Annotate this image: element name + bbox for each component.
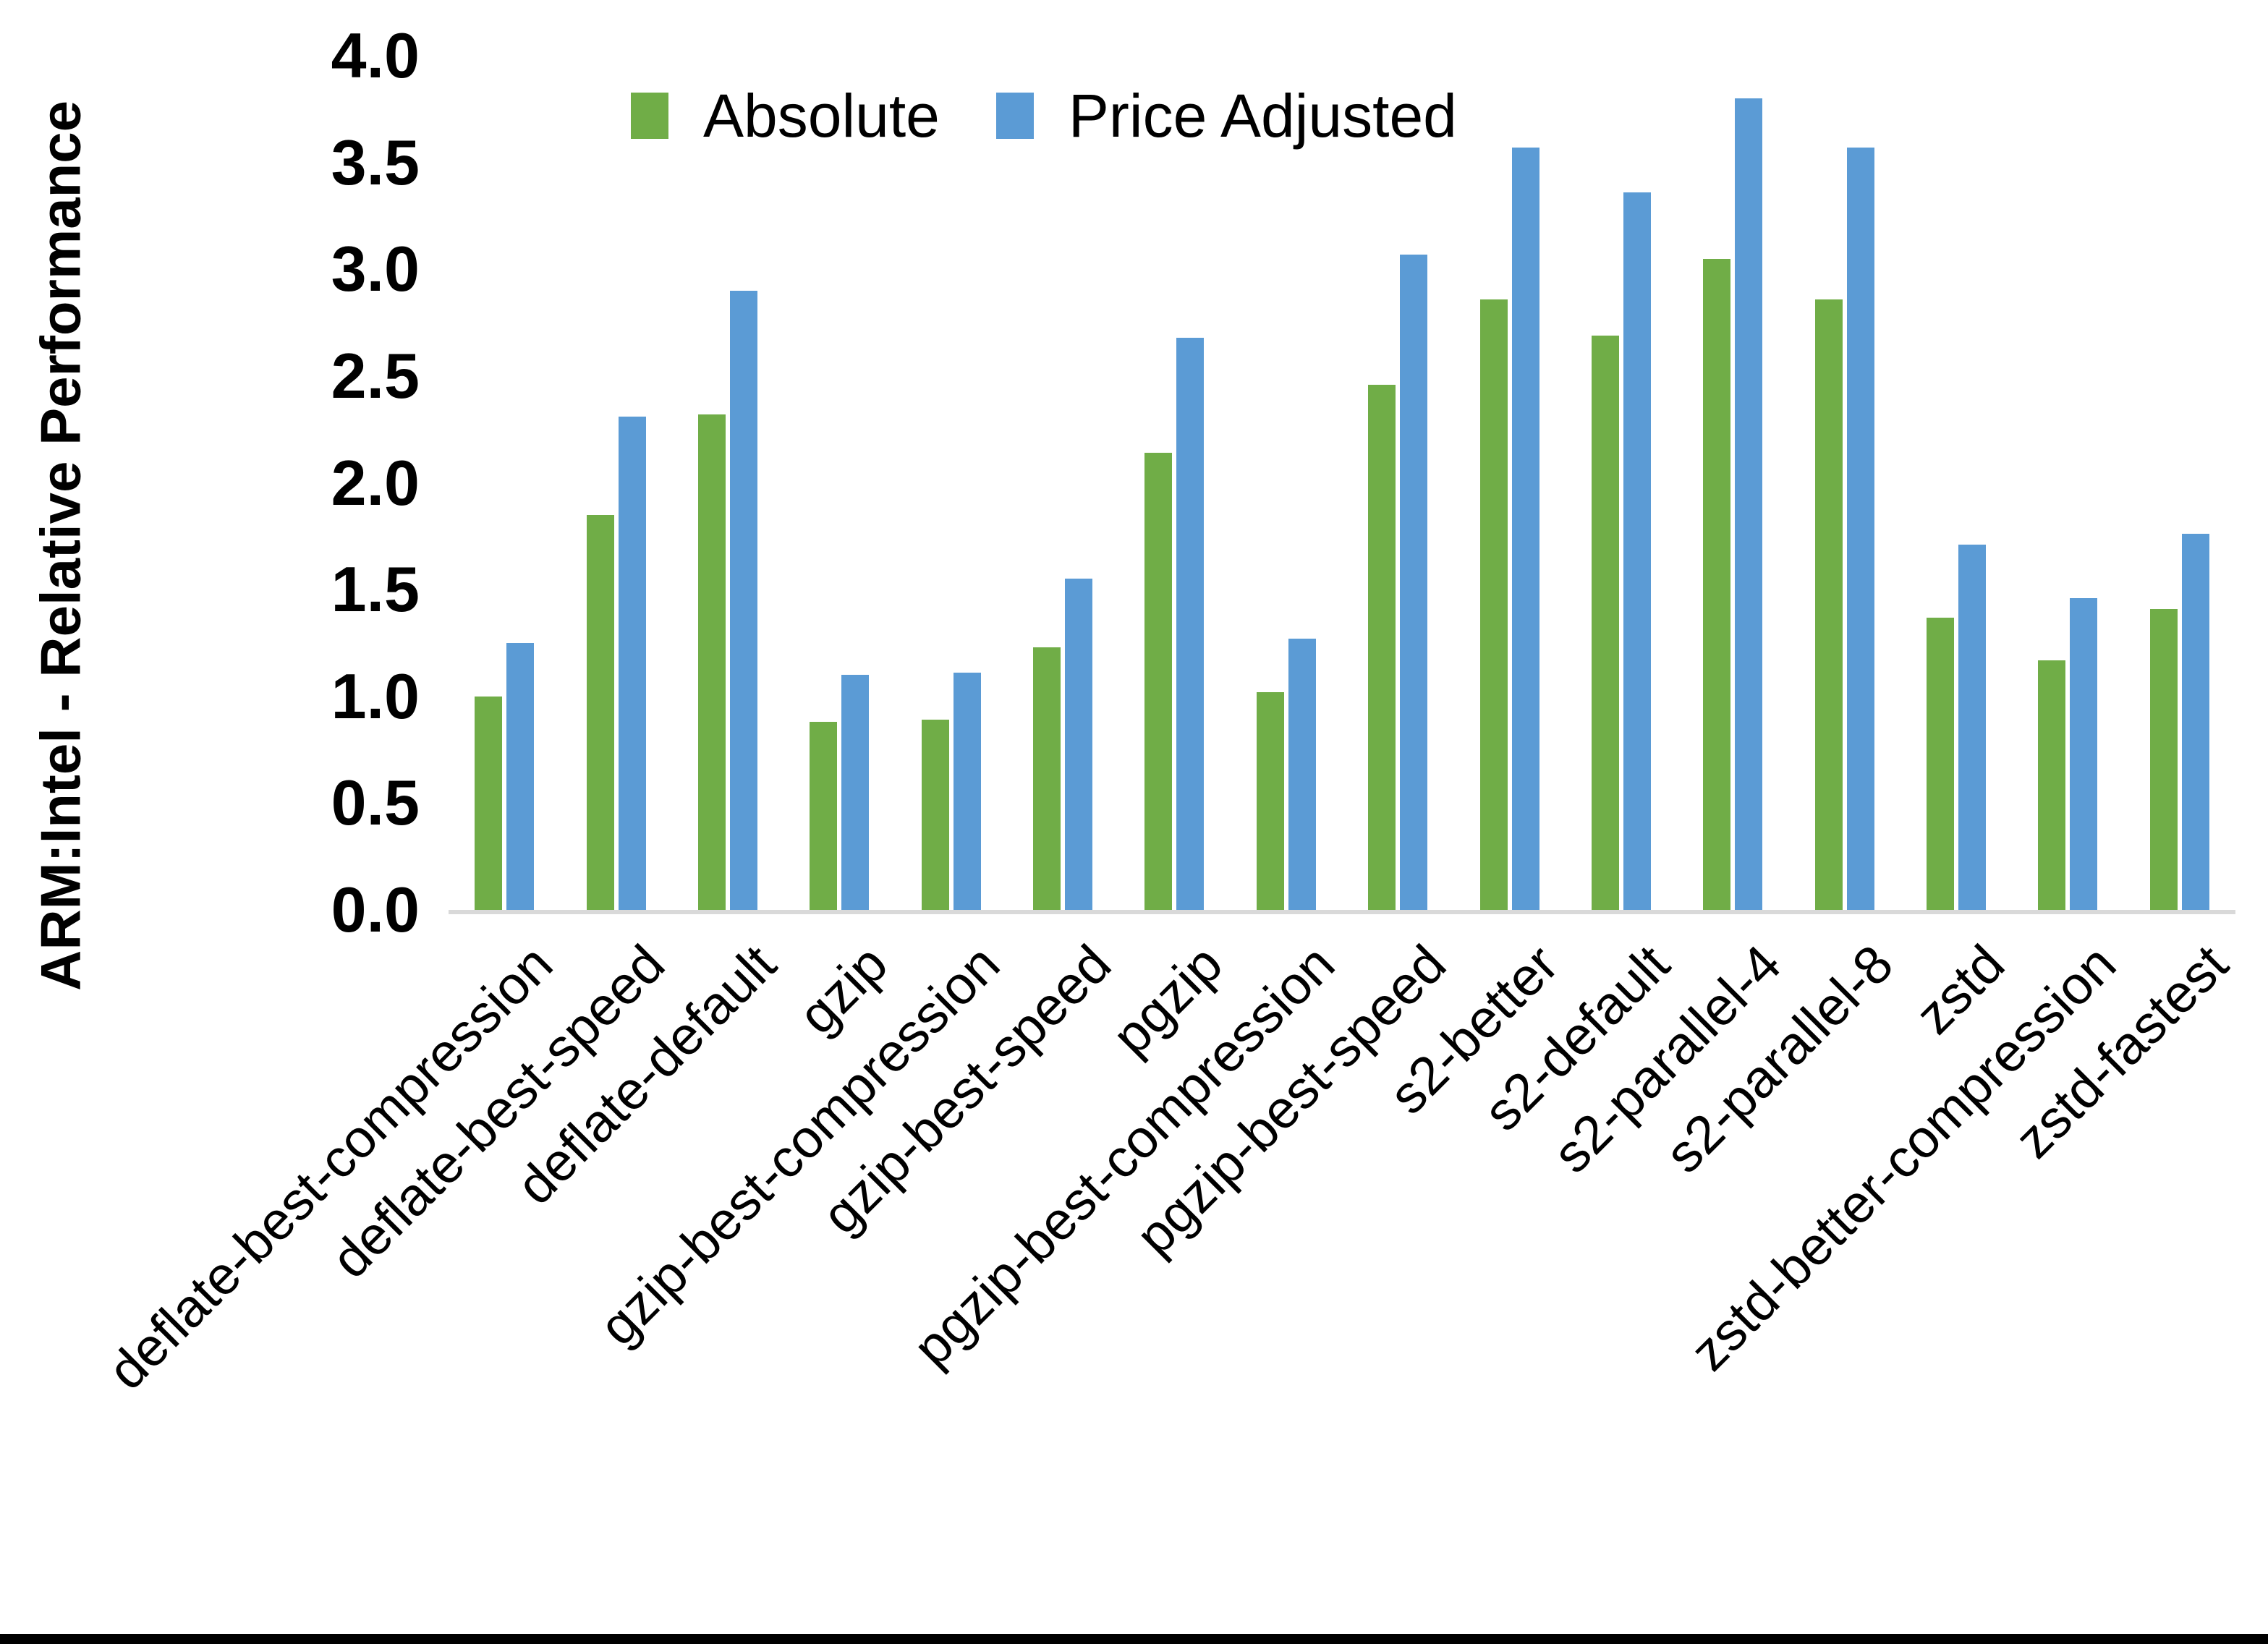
y-tick-label: 0.5: [331, 767, 420, 839]
legend-item-price-adjusted: Price Adjusted: [995, 82, 1457, 150]
bar-absolute: [810, 722, 838, 910]
bar-price-adjusted: [1400, 254, 1428, 910]
plot-bars: [449, 56, 2235, 910]
bar-absolute: [1144, 453, 1173, 910]
legend-label-absolute: Absolute: [703, 82, 940, 150]
legend-label-price-adjusted: Price Adjusted: [1068, 82, 1457, 150]
bar-price-adjusted: [1065, 579, 1093, 910]
y-tick-label: 3.0: [331, 233, 420, 305]
bar-absolute: [697, 414, 726, 910]
bar-price-adjusted: [1735, 98, 1763, 910]
bar-price-adjusted: [953, 673, 981, 910]
legend-swatch-absolute-icon: [631, 93, 668, 139]
bar-absolute: [1814, 299, 1843, 910]
bar-price-adjusted: [1176, 337, 1205, 910]
bottom-frame-line: [0, 1634, 2268, 1644]
category-slot: [1789, 56, 1900, 910]
bar-absolute: [1927, 617, 1955, 910]
category-slot: [1900, 56, 2012, 910]
y-tick-label: 1.0: [331, 660, 420, 732]
bar-price-adjusted: [2181, 534, 2209, 910]
category-slot: [1342, 56, 1453, 910]
bar-absolute: [1368, 384, 1396, 910]
category-slot: [896, 56, 1007, 910]
bar-absolute: [475, 696, 503, 910]
y-tick-label: 4.0: [331, 20, 420, 91]
category-slot: [560, 56, 671, 910]
bar-price-adjusted: [618, 416, 646, 910]
bar-absolute: [921, 720, 949, 910]
category-slot: [1007, 56, 1118, 910]
category-slot: [449, 56, 560, 910]
category-slot: [1453, 56, 1565, 910]
y-axis-title: ARM:Intel - Relative Performance: [28, 101, 93, 992]
y-tick-label: 2.0: [331, 446, 420, 519]
bar-price-adjusted: [1511, 147, 1539, 910]
bar-absolute: [1703, 258, 1731, 910]
category-slot: [1231, 56, 1342, 910]
plot-area: [449, 56, 2235, 914]
category-slot: [2124, 56, 2235, 910]
bar-price-adjusted: [1623, 192, 1651, 910]
bar-price-adjusted: [841, 675, 870, 910]
bar-price-adjusted: [1288, 639, 1316, 910]
category-slot: [1677, 56, 1788, 910]
legend: Absolute Price Adjusted: [631, 85, 1513, 146]
legend-item-absolute: Absolute: [631, 85, 940, 146]
bar-price-adjusted: [1846, 147, 1874, 910]
bar-absolute: [1033, 647, 1061, 910]
bar-price-adjusted: [1958, 545, 1987, 910]
bar-price-adjusted: [506, 642, 535, 910]
category-slot: [672, 56, 783, 910]
y-tick-label: 3.5: [331, 126, 420, 198]
bar-absolute: [2149, 608, 2178, 910]
bar-absolute: [2038, 660, 2066, 910]
bar-absolute: [586, 514, 614, 910]
y-tick-label: 1.5: [331, 553, 420, 626]
bar-absolute: [1479, 299, 1508, 910]
category-slot: [2012, 56, 2123, 910]
bar-absolute: [1591, 335, 1619, 910]
category-slot: [1118, 56, 1230, 910]
bar-absolute: [1256, 691, 1284, 910]
legend-swatch-price-adjusted-icon: [995, 93, 1034, 139]
bar-price-adjusted: [729, 290, 757, 910]
y-tick-label: 2.5: [331, 339, 420, 412]
y-tick-label: 0.0: [331, 874, 420, 945]
bar-price-adjusted: [2070, 597, 2098, 910]
category-slot: [1566, 56, 1677, 910]
category-slot: [783, 56, 895, 910]
